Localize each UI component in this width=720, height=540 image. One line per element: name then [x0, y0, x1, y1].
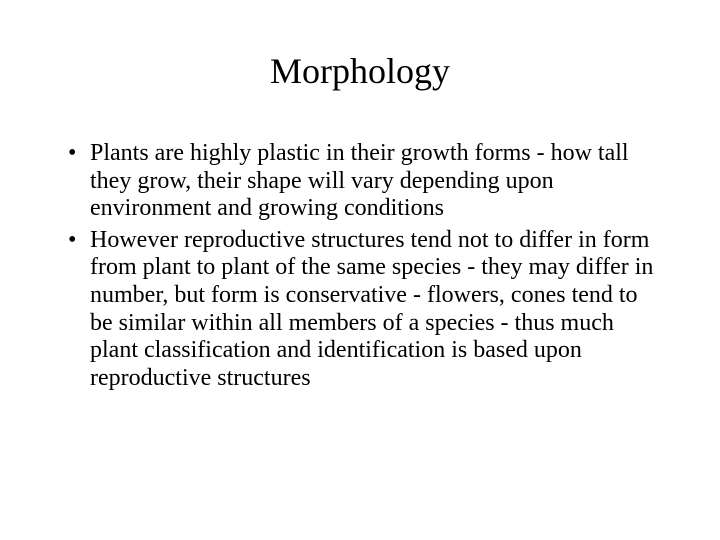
bullet-item: Plants are highly plastic in their growt…	[90, 140, 660, 223]
slide-title: Morphology	[60, 50, 660, 92]
bullet-item: However reproductive structures tend not…	[90, 227, 660, 393]
bullet-list: Plants are highly plastic in their growt…	[60, 140, 660, 392]
slide: Morphology Plants are highly plastic in …	[0, 0, 720, 540]
